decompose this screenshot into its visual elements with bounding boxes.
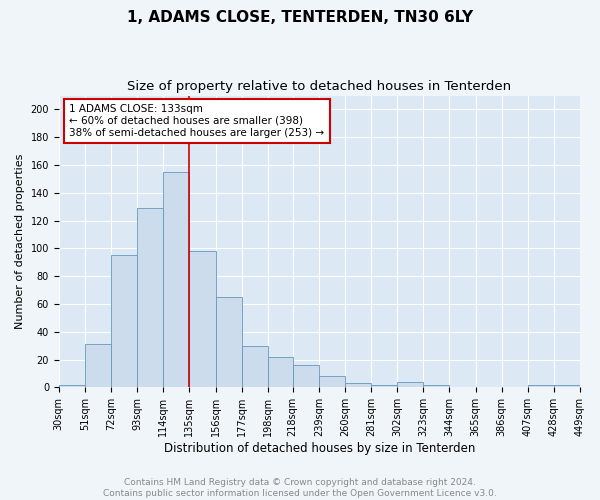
Bar <box>163 172 190 388</box>
Bar <box>59 384 85 388</box>
Title: Size of property relative to detached houses in Tenterden: Size of property relative to detached ho… <box>127 80 511 93</box>
Bar <box>242 346 268 388</box>
Bar <box>215 297 242 388</box>
Bar <box>371 384 397 388</box>
Y-axis label: Number of detached properties: Number of detached properties <box>15 154 25 329</box>
Bar <box>423 384 449 388</box>
Bar <box>345 383 371 388</box>
Text: 1 ADAMS CLOSE: 133sqm
← 60% of detached houses are smaller (398)
38% of semi-det: 1 ADAMS CLOSE: 133sqm ← 60% of detached … <box>69 104 325 138</box>
Bar <box>554 384 580 388</box>
Bar <box>268 357 293 388</box>
Bar <box>137 208 163 388</box>
Bar <box>319 376 345 388</box>
Bar <box>111 256 137 388</box>
Bar <box>397 382 423 388</box>
X-axis label: Distribution of detached houses by size in Tenterden: Distribution of detached houses by size … <box>164 442 475 455</box>
Bar <box>528 384 554 388</box>
Text: Contains HM Land Registry data © Crown copyright and database right 2024.
Contai: Contains HM Land Registry data © Crown c… <box>103 478 497 498</box>
Bar <box>85 344 111 388</box>
Bar <box>293 365 319 388</box>
Text: 1, ADAMS CLOSE, TENTERDEN, TN30 6LY: 1, ADAMS CLOSE, TENTERDEN, TN30 6LY <box>127 10 473 25</box>
Bar <box>190 251 215 388</box>
